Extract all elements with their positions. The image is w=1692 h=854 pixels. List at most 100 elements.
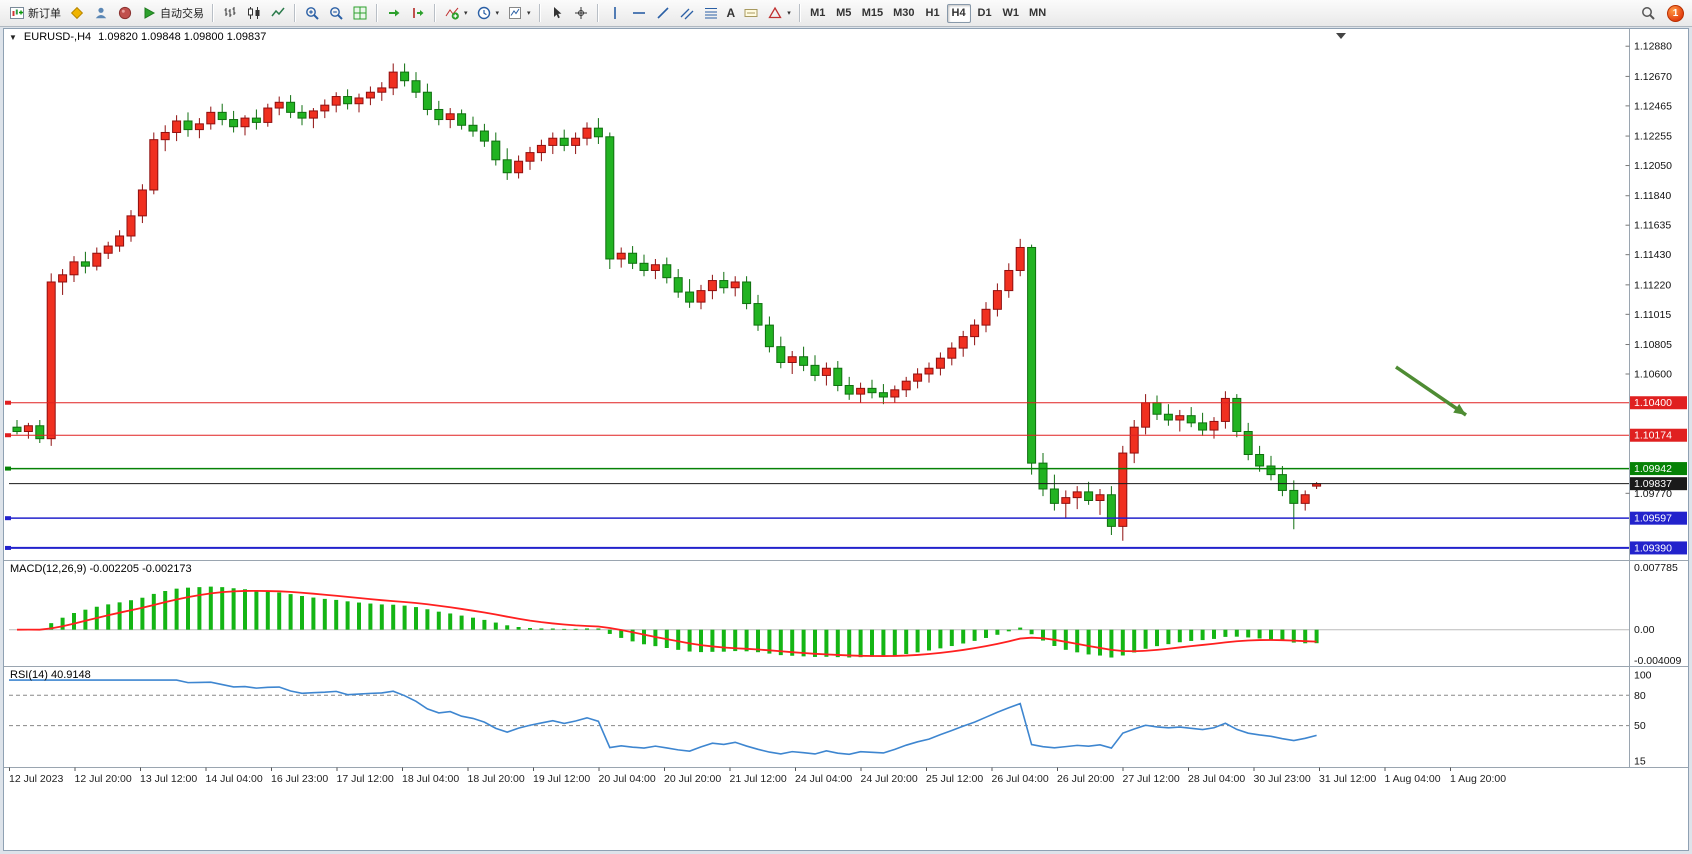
fibonacci-icon	[704, 8, 717, 19]
zoom-in-icon	[306, 7, 319, 20]
bar-chart-view-button[interactable]	[218, 2, 242, 24]
bar-chart-icon	[224, 7, 236, 17]
auto-scroll-icon	[389, 9, 400, 17]
toolbar-separator	[434, 4, 436, 22]
candlestick-icon	[248, 7, 260, 19]
alerts-icon	[118, 6, 132, 20]
zoom-out-button[interactable]	[324, 2, 348, 24]
svg-text:1 Aug 04:00: 1 Aug 04:00	[1385, 773, 1441, 785]
profile-icon	[95, 7, 107, 19]
channel-tool-button[interactable]	[675, 2, 699, 24]
auto-scroll-button[interactable]	[382, 2, 406, 24]
horizontal-line-tool-button[interactable]	[627, 2, 651, 24]
svg-text:0.007785: 0.007785	[1634, 562, 1678, 574]
svg-text:1.09837: 1.09837	[1634, 478, 1672, 490]
zoom-in-button[interactable]	[300, 2, 324, 24]
svg-text:20 Jul 04:00: 20 Jul 04:00	[599, 773, 656, 785]
rsi-indicator-label: RSI(14) 40.9148	[10, 669, 91, 681]
shapes-icon	[768, 6, 782, 19]
svg-text:1.10600: 1.10600	[1634, 368, 1672, 380]
trendline-icon	[656, 7, 669, 19]
templates-button[interactable]: ▾	[503, 2, 535, 24]
text-label-tool-button[interactable]	[739, 2, 763, 24]
cursor-tool-button[interactable]	[545, 2, 569, 24]
svg-text:24 Jul 20:00: 24 Jul 20:00	[861, 773, 918, 785]
svg-text:26 Jul 04:00: 26 Jul 04:00	[992, 773, 1049, 785]
annotations	[1336, 33, 1467, 417]
chart-title: ▼ EURUSD-,H4 1.09820 1.09848 1.09800 1.0…	[9, 31, 266, 43]
svg-text:-0.004009: -0.004009	[1634, 655, 1681, 667]
svg-text:15: 15	[1634, 755, 1646, 767]
svg-text:1.12465: 1.12465	[1634, 100, 1672, 112]
timeframe-h4-button[interactable]: H4	[946, 3, 971, 23]
svg-text:13 Jul 12:00: 13 Jul 12:00	[140, 773, 197, 785]
horizontal-lines[interactable]	[5, 400, 1629, 550]
vertical-line-tool-button[interactable]	[603, 2, 627, 24]
toolbar-separator	[212, 4, 214, 22]
new-order-button[interactable]: 新订单	[5, 2, 65, 24]
timeframe-mn-button[interactable]: MN	[1025, 4, 1050, 23]
new-order-label: 新订单	[28, 8, 61, 20]
chart-shift-button[interactable]	[406, 2, 430, 24]
svg-text:30 Jul 23:00: 30 Jul 23:00	[1254, 773, 1311, 785]
ohlc-readout: 1.09820 1.09848 1.09800 1.09837	[98, 31, 267, 43]
text-label-icon	[744, 9, 758, 17]
svg-text:100: 100	[1634, 670, 1652, 682]
vertical-line-icon	[613, 7, 616, 19]
candlestick-view-button[interactable]	[242, 2, 266, 24]
crosshair-icon	[574, 7, 587, 19]
crosshair-tool-button[interactable]	[569, 2, 593, 24]
line-chart-icon	[271, 7, 285, 17]
svg-text:1.09597: 1.09597	[1634, 513, 1672, 525]
indicators-icon	[445, 7, 459, 20]
timeframe-m1-button[interactable]: M1	[806, 4, 830, 23]
timeframe-m15-button[interactable]: M15	[858, 4, 887, 23]
timeframe-h1-button[interactable]: H1	[921, 4, 945, 23]
svg-text:1.11635: 1.11635	[1634, 220, 1671, 232]
svg-text:1.11430: 1.11430	[1634, 249, 1671, 261]
timeframe-m5-button[interactable]: M5	[832, 4, 856, 23]
time-axis[interactable]: 12 Jul 2023 12 Jul 20:00 13 Jul 12:00 14 Ju…	[9, 767, 1506, 786]
svg-text:1.11220: 1.11220	[1634, 279, 1671, 291]
macd-pane: 0.007785 0.00 -0.004009	[9, 562, 1681, 667]
shapes-tool-button[interactable]: ▾	[763, 2, 795, 24]
candlestick-series	[12, 63, 1322, 541]
fibonacci-tool-button[interactable]	[699, 2, 723, 24]
toolbar-separator	[538, 4, 541, 22]
horizontal-line-icon	[632, 12, 645, 14]
timeframe-m30-button[interactable]: M30	[889, 4, 918, 23]
chart-window: 1.12880 1.12670 1.12465 1.12255 1.12050 1.118…	[3, 28, 1689, 851]
tile-windows-icon	[353, 6, 367, 20]
price-chart-canvas[interactable]: 1.12880 1.12670 1.12465 1.12255 1.12050 1.118…	[4, 29, 1688, 850]
text-tool-icon: A	[726, 6, 736, 20]
search-button[interactable]	[1636, 2, 1660, 24]
svg-text:1.11840: 1.11840	[1634, 190, 1671, 202]
autotrading-play-icon	[144, 7, 156, 19]
svg-text:25 Jul 12:00: 25 Jul 12:00	[926, 773, 983, 785]
search-icon	[1642, 7, 1655, 20]
autotrading-button[interactable]: 自动交易	[137, 2, 208, 24]
oneclick-collapse-icon[interactable]: ▼	[9, 32, 17, 42]
svg-text:14 Jul 04:00: 14 Jul 04:00	[206, 773, 263, 785]
svg-text:27 Jul 12:00: 27 Jul 12:00	[1123, 773, 1180, 785]
tile-windows-button[interactable]	[348, 2, 372, 24]
svg-text:1.10805: 1.10805	[1634, 339, 1672, 351]
symbol-period-label: EURUSD-,H4	[23, 31, 92, 43]
text-tool-button[interactable]: A	[723, 2, 740, 24]
timeframe-w1-button[interactable]: W1	[999, 4, 1024, 23]
timeframe-d1-button[interactable]: D1	[973, 4, 997, 23]
line-chart-view-button[interactable]	[266, 2, 290, 24]
zoom-out-icon	[330, 7, 343, 20]
indicators-button[interactable]: ▾	[440, 2, 472, 24]
svg-text:1.09390: 1.09390	[1634, 542, 1672, 554]
alerts-button[interactable]	[113, 2, 137, 24]
periods-button[interactable]: ▾	[472, 2, 504, 24]
main-toolbar: 新订单 自动交易 ▾ ▾	[0, 0, 1692, 27]
notification-badge[interactable]: 1	[1667, 4, 1684, 22]
profile-button[interactable]	[89, 2, 113, 24]
trendline-tool-button[interactable]	[651, 2, 675, 24]
metaeditor-button[interactable]	[65, 2, 89, 24]
price-tags[interactable]: 1.10400 1.10174 1.09942 1.09837 1.09597 1.093…	[1630, 396, 1687, 555]
svg-text:12 Jul 20:00: 12 Jul 20:00	[75, 773, 132, 785]
chevron-down-icon: ▾	[495, 10, 500, 17]
